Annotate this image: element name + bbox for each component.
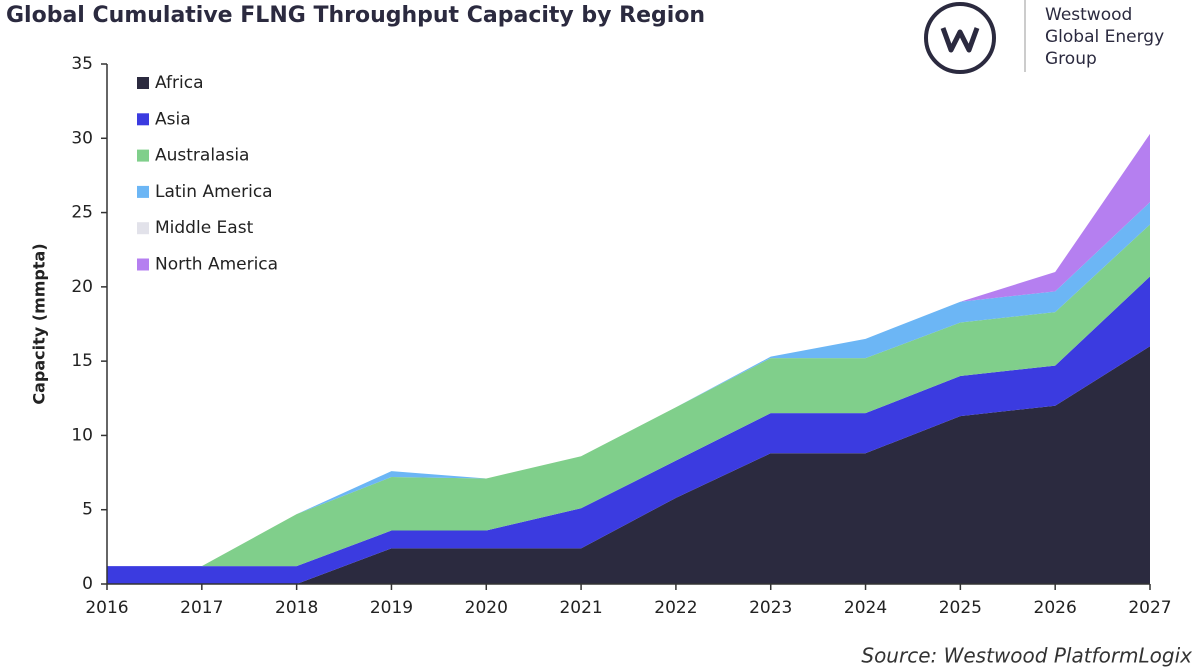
x-tick-label: 2020 xyxy=(465,598,508,618)
logo-text: Group xyxy=(1045,49,1097,69)
legend-swatch xyxy=(137,185,149,198)
legend-swatch xyxy=(137,77,149,89)
logo-circle xyxy=(924,2,996,74)
logo: Westwood Global Energy Group xyxy=(924,0,1164,74)
logo-glyph xyxy=(940,27,980,53)
logo-text: Westwood xyxy=(1045,5,1132,25)
x-tick-label: 2021 xyxy=(559,598,602,618)
y-tick-label: 35 xyxy=(71,54,93,74)
y-tick-label: 20 xyxy=(71,277,93,297)
logo-text: Global Energy xyxy=(1045,27,1164,47)
legend-label: Asia xyxy=(155,109,191,129)
legend-swatch xyxy=(137,222,149,235)
x-tick-label: 2024 xyxy=(844,598,887,618)
legend-label: Latin America xyxy=(155,182,273,202)
x-tick-label: 2018 xyxy=(275,598,318,618)
chart-title: Global Cumulative FLNG Throughput Capaci… xyxy=(6,3,705,28)
y-tick-label: 0 xyxy=(82,574,93,594)
area xyxy=(107,346,1150,584)
y-tick-label: 15 xyxy=(71,351,93,371)
legend-label: Australasia xyxy=(155,146,249,166)
x-tick-label: 2023 xyxy=(749,598,792,618)
x-tick-label: 2027 xyxy=(1128,598,1171,618)
x-tick-label: 2022 xyxy=(654,598,697,618)
y-axis-label: Capacity (mmpta) xyxy=(30,243,49,404)
legend-swatch xyxy=(137,149,149,162)
y-tick-label: 10 xyxy=(71,425,93,445)
legend-swatch xyxy=(137,113,149,126)
x-tick-label: 2019 xyxy=(370,598,413,618)
y-tick-label: 25 xyxy=(71,203,93,223)
x-tick-label: 2025 xyxy=(939,598,982,618)
source: Source: Westwood PlatformLogix xyxy=(861,644,1192,667)
y-tick-label: 30 xyxy=(71,128,93,148)
legend-swatch xyxy=(137,258,149,271)
x-tick-label: 2016 xyxy=(85,598,128,618)
legend-label: Middle East xyxy=(155,218,254,238)
legend-label: Africa xyxy=(155,73,204,93)
legend-label: North America xyxy=(155,255,278,275)
x-tick-label: 2017 xyxy=(180,598,223,618)
y-tick-label: 5 xyxy=(82,500,93,520)
area xyxy=(107,276,1150,584)
x-tick-label: 2026 xyxy=(1034,598,1077,618)
